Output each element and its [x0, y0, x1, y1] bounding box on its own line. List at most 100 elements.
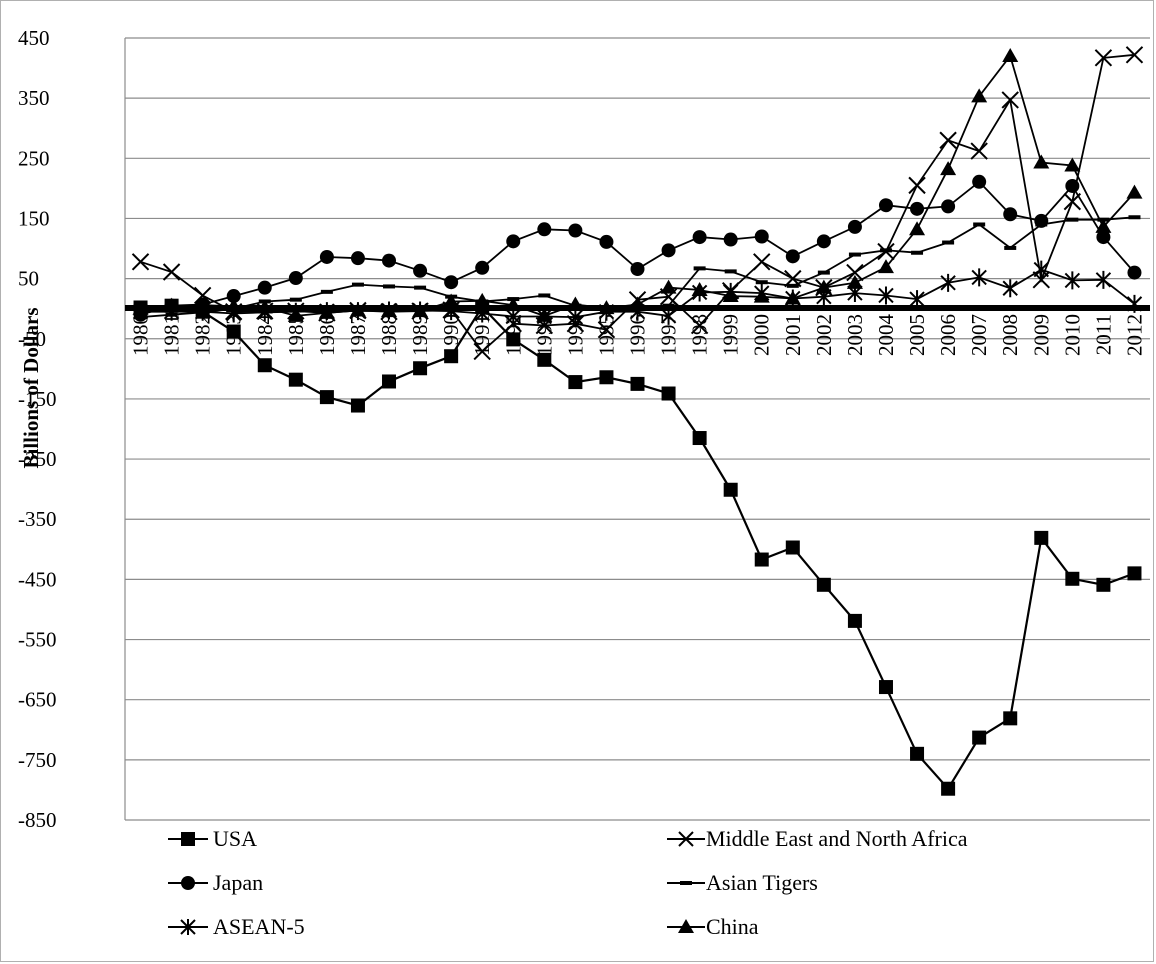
x-tick-label: 1999 — [719, 314, 743, 356]
data-point — [816, 234, 831, 249]
x-tick-label: 2006 — [936, 314, 960, 356]
data-point — [538, 293, 551, 298]
legend-item-japan: Japan — [168, 870, 263, 895]
data-point — [226, 324, 241, 339]
data-point — [972, 730, 987, 745]
data-point — [599, 234, 614, 249]
data-point — [724, 269, 737, 274]
data-point — [413, 263, 428, 278]
data-point — [661, 386, 676, 401]
data-point — [1066, 217, 1079, 222]
data-point — [1002, 48, 1019, 63]
data-point — [847, 613, 862, 628]
data-point — [692, 230, 707, 245]
series-usa — [133, 298, 1142, 796]
x-tick-label: 2002 — [812, 314, 836, 356]
data-point — [131, 253, 150, 271]
triangle-marker-icon — [678, 919, 694, 933]
data-point — [537, 352, 552, 367]
data-point — [660, 279, 677, 294]
legend-item-china: China — [667, 914, 759, 939]
data-point — [722, 288, 739, 303]
data-point — [1126, 184, 1143, 199]
x-tick-label: 1997 — [657, 314, 681, 356]
y-tick-label: 450 — [18, 26, 50, 50]
y-tick-label: -350 — [18, 507, 57, 531]
data-point — [226, 289, 241, 304]
legend-label-asian-tigers: Asian Tigers — [706, 870, 818, 895]
data-point — [939, 131, 957, 149]
x-tick-label: 2001 — [781, 314, 805, 356]
data-point — [568, 375, 583, 390]
data-point — [535, 316, 554, 335]
data-point — [784, 290, 801, 305]
legend-item-asean5: ASEAN-5 — [168, 914, 305, 939]
data-point — [816, 577, 831, 592]
data-point — [1032, 271, 1050, 289]
data-point — [319, 390, 334, 405]
y-tick-label: -150 — [18, 387, 57, 411]
data-point — [537, 222, 552, 237]
x-tick-label: 1994 — [563, 314, 587, 357]
data-point — [1094, 49, 1113, 67]
series-line — [140, 180, 1136, 316]
data-point — [1125, 46, 1144, 64]
data-point — [723, 482, 738, 497]
data-point — [846, 263, 864, 282]
data-point — [1096, 577, 1111, 592]
data-point — [692, 431, 707, 446]
x-tick-label: 2003 — [843, 314, 867, 356]
data-point — [287, 307, 304, 322]
data-point — [848, 252, 861, 257]
y-tick-label: -550 — [18, 628, 57, 652]
data-point — [599, 370, 614, 385]
data-point — [691, 282, 708, 297]
data-point — [382, 253, 397, 268]
data-point — [351, 282, 364, 287]
data-point — [878, 680, 893, 695]
x-tick-label: 1988 — [377, 314, 401, 356]
x-tick-label: 1980 — [129, 314, 153, 356]
y-tick-label: -650 — [18, 688, 57, 712]
data-point — [1127, 265, 1142, 280]
legend-label-japan: Japan — [213, 870, 263, 895]
data-point — [350, 398, 365, 413]
x-tick-label: 1992 — [501, 314, 525, 356]
x-tick-label: 2004 — [874, 314, 898, 357]
x-tick-label: 2005 — [905, 314, 929, 356]
legend-label-usa: USA — [213, 826, 257, 851]
x-tick-label: 1987 — [346, 314, 370, 356]
data-point — [320, 289, 333, 294]
x-tick-label: 1991 — [470, 314, 494, 356]
data-point — [1095, 270, 1112, 289]
data-point — [878, 198, 893, 213]
data-point — [910, 201, 925, 216]
data-point — [383, 284, 396, 289]
data-point — [444, 275, 459, 290]
y-tick-label: 250 — [18, 146, 50, 170]
data-point — [723, 232, 738, 247]
data-point — [784, 269, 802, 288]
legend-label-asean5: ASEAN-5 — [213, 914, 305, 939]
data-point — [815, 278, 833, 297]
legend-label-middle-east: Middle East and North Africa — [706, 826, 968, 851]
x-tick-label: 2000 — [750, 314, 774, 356]
data-point — [971, 268, 987, 287]
x-tick-label: 1989 — [408, 314, 432, 356]
star-marker-icon — [180, 919, 196, 935]
series-group — [131, 46, 1144, 796]
data-point — [382, 374, 397, 389]
x-tick-label: 2011 — [1091, 314, 1115, 355]
data-point — [659, 287, 678, 306]
data-point — [721, 281, 740, 300]
square-marker-icon — [181, 832, 195, 846]
x-tick-label: 1983 — [222, 314, 246, 356]
data-point — [444, 349, 459, 364]
data-point — [940, 273, 956, 292]
data-point — [289, 297, 302, 302]
data-point — [693, 266, 706, 271]
gridlines — [124, 37, 1150, 821]
legend: USA Middle East and North Africa Japan A… — [168, 826, 968, 939]
